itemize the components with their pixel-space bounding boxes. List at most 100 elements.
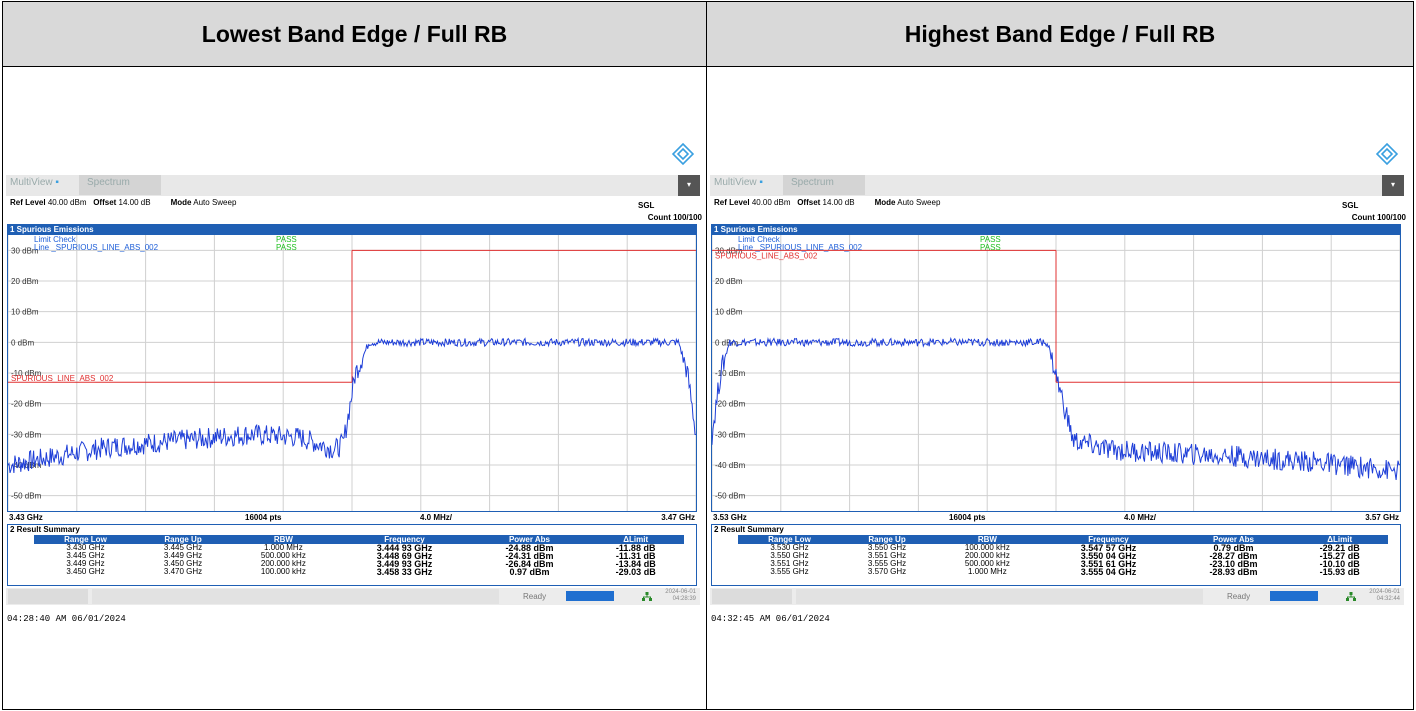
result-column-header: Frequency (1041, 535, 1176, 544)
status-message-field (796, 589, 1203, 604)
y-tick-label: 0 dBm (11, 338, 34, 347)
table-row: 3.449 GHz 3.450 GHz 200.000 kHz 3.449 93 GH… (34, 559, 684, 569)
status-bar: Ready 2024-06-01 04:32:44 (710, 588, 1404, 605)
y-tick-label: 10 dBm (715, 308, 743, 317)
result-column-header: ΔLimit (1291, 535, 1388, 544)
window-toolbar: MultiView ▪ Spectrum ▾ (6, 175, 700, 196)
spectrum-tab[interactable]: Spectrum (79, 175, 161, 195)
result-cell: 200.000 kHz (260, 559, 306, 568)
result-summary: 2 Result Summary Range Low Range Up RBW Fre… (7, 524, 697, 586)
result-cell: 3.458 33 GHz (376, 567, 433, 577)
result-cell: 3.551 61 GHz (1080, 559, 1137, 569)
network-icon (642, 592, 652, 601)
result-cell: 3.430 GHz (66, 543, 105, 552)
result-cell: 3.547 57 GHz (1080, 543, 1137, 553)
result-cell: -11.88 dB (615, 543, 656, 553)
table-row: 3.550 GHz 3.551 GHz 200.000 kHz 3.550 04 GH… (738, 551, 1388, 561)
result-cell: 3.550 04 GHz (1080, 551, 1137, 561)
table-row: 3.445 GHz 3.449 GHz 500.000 kHz 3.448 69 GH… (34, 551, 684, 561)
progress-bar (1270, 591, 1318, 601)
result-cell: -26.84 dBm (505, 559, 554, 569)
result-cell: 0.97 dBm (509, 567, 550, 577)
ready-status: Ready (523, 592, 547, 601)
sgl-indicator: SGL (1342, 201, 1359, 210)
spurious-emissions-diagram: 1 Spurious Emissions 30 dBm 20 dBm 10 dBm 0… (711, 224, 1401, 512)
dropdown-icon[interactable]: ▾ (678, 175, 700, 196)
y-tick-label: -30 dBm (11, 430, 42, 439)
stop-frequency: 3.57 GHz (1365, 513, 1399, 522)
pass-indicator: PASS (980, 235, 1001, 244)
result-cell: 3.555 GHz (770, 567, 809, 576)
result-table: Range Low Range Up RBW Frequency Power Abs ΔL… (34, 535, 684, 577)
result-cell: 3.551 GHz (867, 551, 907, 560)
result-column-header: ΔLimit (587, 535, 684, 544)
result-cell: -11.31 dB (615, 551, 656, 561)
sweep-count: Count 100/100 (1351, 213, 1406, 222)
result-cell: 3.449 93 GHz (376, 559, 433, 569)
instrument-datetime: 2024-06-01 04:32:44 (1369, 589, 1400, 602)
result-column-header: RBW (933, 535, 1042, 544)
result-cell: 3.449 GHz (66, 559, 105, 568)
result-cell: 200.000 kHz (964, 551, 1010, 560)
result-cell: 3.530 GHz (770, 543, 809, 552)
limit-line-name: Line _SPURIOUS_LINE_ABS_002 (738, 243, 863, 252)
multiview-tab[interactable]: MultiView ▪ (714, 177, 763, 188)
measurement-settings: Ref Level 40.00 dBm Offset 14.00 dB Mode… (714, 198, 941, 207)
result-cell: 3.570 GHz (867, 567, 907, 576)
table-header-highest: Highest Band Edge / Full RB (707, 2, 1413, 67)
result-cell: 500.000 kHz (260, 551, 306, 560)
result-table: Range Low Range Up RBW Frequency Power Abs ΔL… (738, 535, 1388, 577)
result-cell: -29.03 dB (615, 567, 656, 577)
result-cell: 3.444 93 GHz (376, 543, 433, 553)
result-cell: -10.10 dB (1319, 559, 1360, 569)
result-summary-title: 2 Result Summary (10, 525, 80, 534)
result-column-header: Range Up (840, 535, 934, 544)
result-cell: 3.445 GHz (66, 551, 105, 560)
result-cell: 100.000 kHz (964, 543, 1010, 552)
result-column-header: Range Low (738, 535, 841, 544)
dropdown-icon[interactable]: ▾ (1382, 175, 1404, 196)
status-message-field (92, 589, 499, 604)
table-row: 3.551 GHz 3.555 GHz 500.000 kHz 3.551 61 GH… (738, 559, 1388, 569)
frequency-span: 4.0 MHz/ (420, 513, 453, 522)
y-tick-label: 20 dBm (715, 277, 743, 286)
multiview-tab[interactable]: MultiView ▪ (10, 177, 59, 188)
y-tick-label: 30 dBm (11, 246, 39, 255)
pass-indicator: PASS (276, 235, 297, 244)
result-cell: 3.551 GHz (770, 559, 809, 568)
result-cell: -13.84 dB (615, 559, 656, 569)
result-cell: -15.93 dB (1319, 567, 1360, 577)
progress-bar (566, 591, 614, 601)
result-cell: 1.000 MHz (968, 567, 1007, 576)
result-cell: -23.10 dBm (1209, 559, 1258, 569)
result-cell: 3.450 GHz (66, 567, 105, 576)
multiview-indicator-icon: ▪ (759, 177, 763, 188)
result-cell: -24.31 dBm (505, 551, 554, 561)
result-column-header: Power Abs (471, 535, 588, 544)
table-row: 3.430 GHz 3.445 GHz 1.000 MHz 3.444 93 GHz -… (34, 543, 684, 553)
table-row: 3.555 GHz 3.570 GHz 1.000 MHz 3.555 04 GHz -… (738, 567, 1388, 577)
measurement-settings: Ref Level 40.00 dBm Offset 14.00 dB Mode… (10, 198, 237, 207)
result-cell: 1.000 MHz (264, 543, 303, 552)
diagram-footer: 3.53 GHz 16004 pts 4.0 MHz/ 3.57 GHz (711, 513, 1401, 523)
result-cell: 0.79 dBm (1213, 543, 1254, 553)
y-tick-label: -40 dBm (715, 461, 746, 470)
result-cell: 3.450 GHz (163, 559, 203, 568)
result-column-header: Frequency (337, 535, 472, 544)
y-tick-label: -10 dBm (715, 369, 746, 378)
result-cell: 3.550 GHz (770, 551, 809, 560)
table-row: 3.450 GHz 3.470 GHz 100.000 kHz 3.458 33 GH… (34, 567, 684, 577)
stop-frequency: 3.47 GHz (661, 513, 695, 522)
result-cell: 3.470 GHz (163, 567, 203, 576)
y-tick-label: -40 dBm (11, 461, 42, 470)
pass-indicator: PASS (276, 243, 297, 252)
spurious-emissions-diagram: 1 Spurious Emissions 30 dBm 20 dBm 10 dBm 0… (7, 224, 697, 512)
y-tick-label: -30 dBm (715, 430, 746, 439)
sweep-count: Count 100/100 (647, 213, 702, 222)
spectrum-tab[interactable]: Spectrum (783, 175, 865, 195)
result-cell: -29.21 dB (1319, 543, 1360, 553)
result-cell: 3.449 GHz (163, 551, 203, 560)
